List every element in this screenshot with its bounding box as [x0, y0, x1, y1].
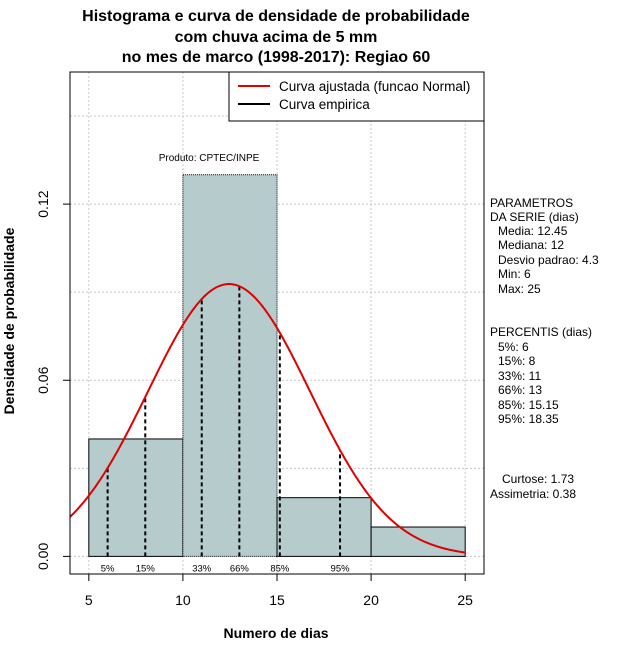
percentile-label-66: 66% — [230, 563, 250, 574]
params-title-2: DA SERIE (dias) — [490, 210, 579, 224]
y-axis-label: Densidade de probabilidade — [1, 227, 17, 414]
chart-title-line-1: Histograma e curva de densidade de proba… — [82, 8, 470, 25]
fitted-curve-layer — [69, 283, 466, 554]
percentile-label-95: 95% — [331, 563, 351, 574]
x-tick-label-20: 20 — [363, 592, 379, 608]
percentil-85: 85%: 15.15 — [498, 398, 559, 412]
percentile-label-5: 5% — [101, 563, 115, 574]
percentile-label-33: 33% — [192, 563, 212, 574]
legend-fitted-label: Curva ajustada (funcao Normal) — [279, 79, 470, 94]
percentil-95: 95%: 18.35 — [498, 412, 559, 426]
x-tick-label-10: 10 — [175, 592, 191, 608]
param-desvio: Desvio padrao: 4.3 — [498, 253, 599, 267]
legend-empirical-label: Curva empirica — [279, 97, 370, 112]
histogram-bar-3 — [276, 497, 372, 557]
y-tick-label-0.12: 0.12 — [35, 190, 51, 217]
percentile-label-15: 15% — [136, 563, 156, 574]
legend: Curva ajustada (funcao Normal) Curva emp… — [228, 71, 485, 122]
percentil-66: 66%: 13 — [498, 383, 542, 397]
param-media: Media: 12.45 — [498, 224, 568, 238]
x-tick-label-25: 25 — [457, 592, 473, 608]
param-min: Min: 6 — [498, 267, 531, 281]
fitted-normal-curve — [69, 283, 466, 554]
produto-annotation: Produto: CPTEC/INPE — [159, 153, 260, 164]
histogram-bar-4 — [370, 526, 466, 557]
chart-title-line-2: com chuva acima de 5 mm — [175, 29, 378, 46]
percentil-33: 33%: 11 — [498, 369, 541, 383]
histogram-bars — [88, 174, 466, 557]
params-title-1: PARAMETROS — [490, 196, 573, 210]
percentis-title: PERCENTIS (dias) — [490, 325, 592, 339]
x-tick-label-5: 5 — [85, 592, 93, 608]
percentile-label-85: 85% — [270, 563, 290, 574]
histogram-bar-2 — [182, 174, 278, 557]
percentil-15: 15%: 8 — [498, 354, 536, 368]
histogram-bar-1 — [88, 438, 184, 557]
curtose-value: Curtose: 1.73 — [502, 472, 574, 486]
axes-layer: 5 10 15 20 25 0.00 0.06 0.12 — [35, 190, 473, 608]
side-panel: PARAMETROS DA SERIE (dias) Media: 12.45 … — [490, 196, 599, 501]
x-tick-label-15: 15 — [269, 592, 285, 608]
empirical-percentile-lines — [106, 286, 342, 557]
x-axis-label: Numero de dias — [223, 625, 328, 641]
percentile-labels: 5% 15% 33% 66% 85% 95% — [101, 563, 350, 574]
legend-box — [228, 71, 485, 122]
y-tick-label-0.00: 0.00 — [35, 543, 51, 570]
y-tick-label-0.06: 0.06 — [35, 366, 51, 393]
param-max: Max: 25 — [498, 282, 541, 296]
chart-title-line-3: no mes de marco (1998-2017): Regiao 60 — [122, 49, 431, 66]
percentil-5: 5%: 6 — [498, 340, 529, 354]
assimetria-value: Assimetria: 0.38 — [490, 487, 576, 501]
param-mediana: Mediana: 12 — [498, 238, 564, 252]
